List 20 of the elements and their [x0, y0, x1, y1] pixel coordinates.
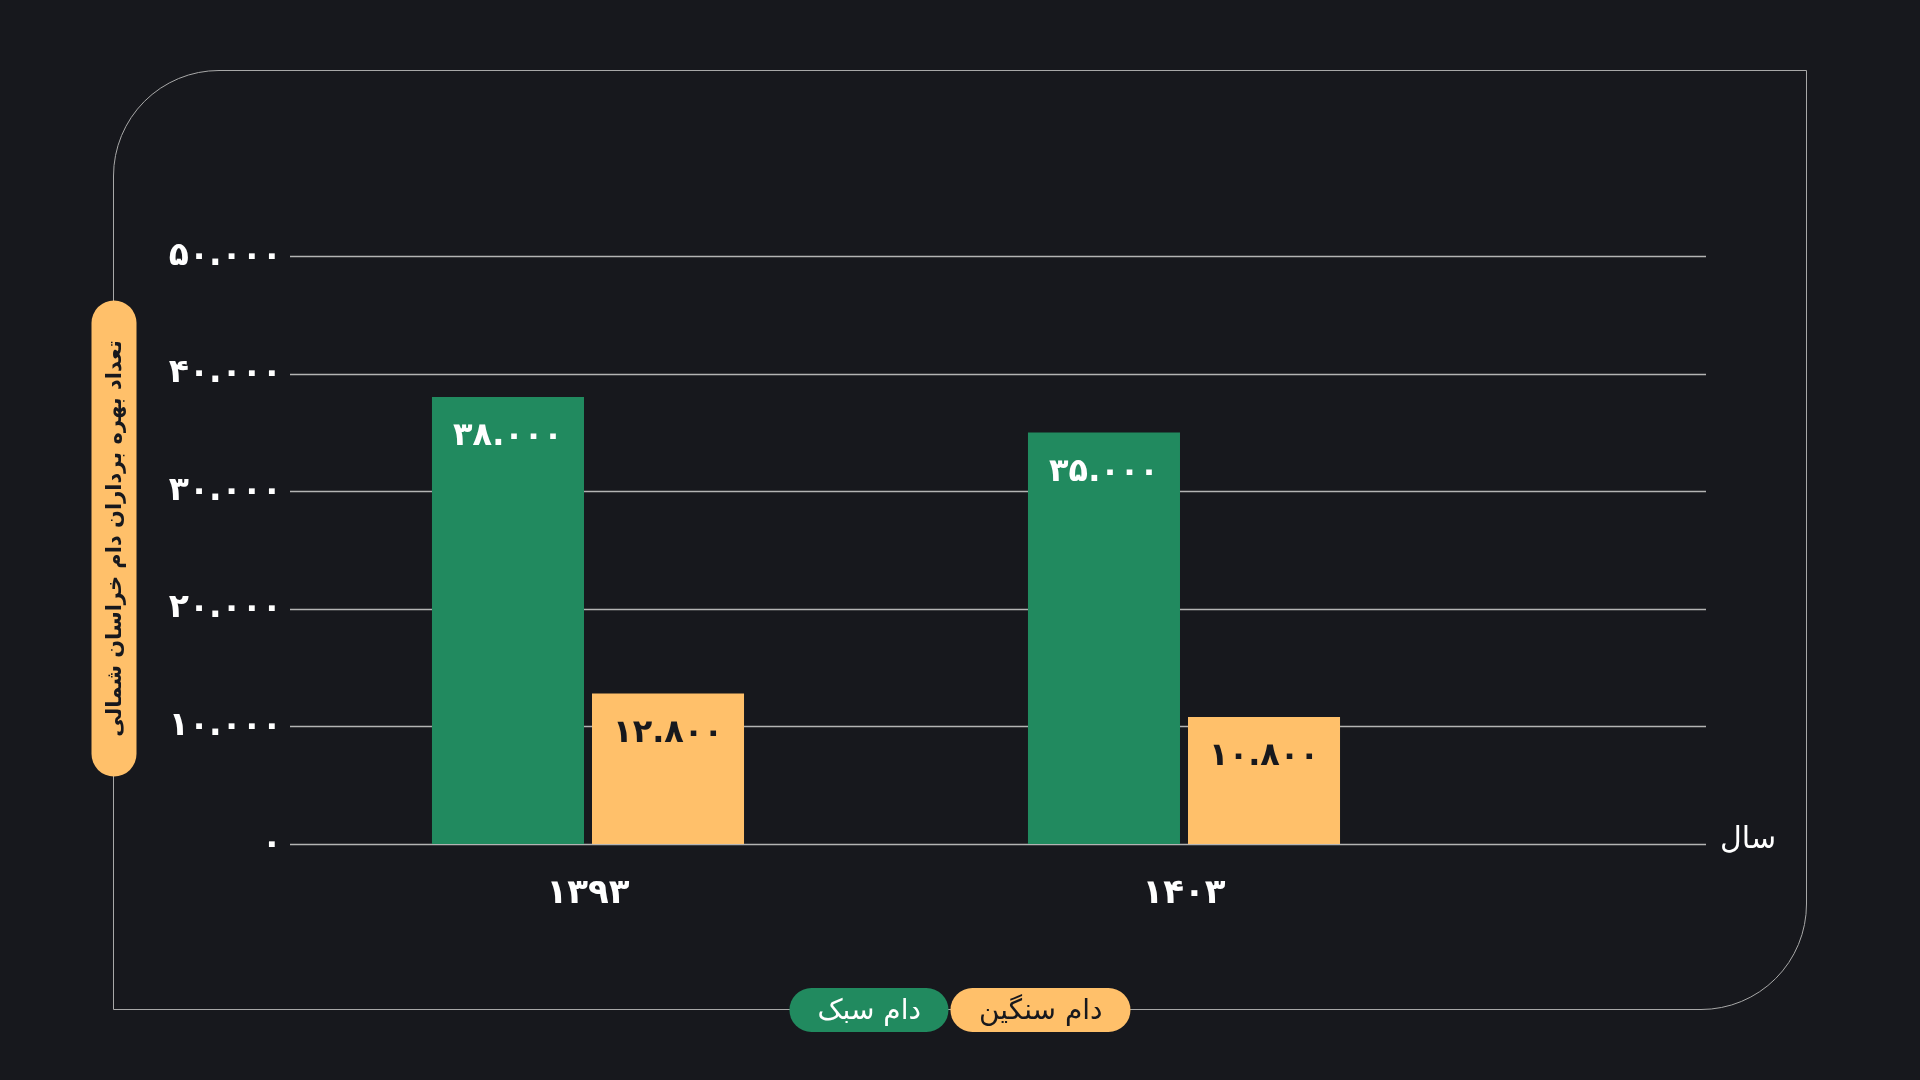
- text: دام سنگین: [950, 988, 1131, 1032]
- y-tick-label: ۲۰.۰۰۰: [168, 586, 282, 626]
- x-tick-label: ۱۳۹۳: [546, 871, 630, 912]
- bar: [592, 693, 745, 844]
- y-tick-label: ۵۰.۰۰۰: [168, 233, 282, 273]
- text: دام سبک: [789, 988, 949, 1032]
- bar: [1188, 716, 1341, 844]
- y-tick-label: ۱۰.۰۰۰: [168, 703, 282, 743]
- bar: [431, 397, 584, 844]
- data-label: ۳۵.۰۰۰: [1049, 450, 1159, 489]
- y-tick-label: ۳۰.۰۰۰: [168, 468, 282, 508]
- data-label: ۱۰.۸۰۰: [1209, 735, 1319, 774]
- data-label: ۳۸.۰۰۰: [453, 415, 563, 454]
- y-axis-title: تعداد بهره برداران دام خراسان شمالی: [91, 300, 137, 777]
- x-axis-title: سال: [1720, 819, 1777, 855]
- y-tick-label: ۰: [261, 821, 282, 861]
- data-label: ۱۲.۸۰۰: [613, 711, 723, 750]
- bar: [1027, 432, 1180, 844]
- y-tick-label: ۴۰.۰۰۰: [168, 351, 282, 391]
- x-tick-label: ۱۴۰۳: [1142, 871, 1226, 912]
